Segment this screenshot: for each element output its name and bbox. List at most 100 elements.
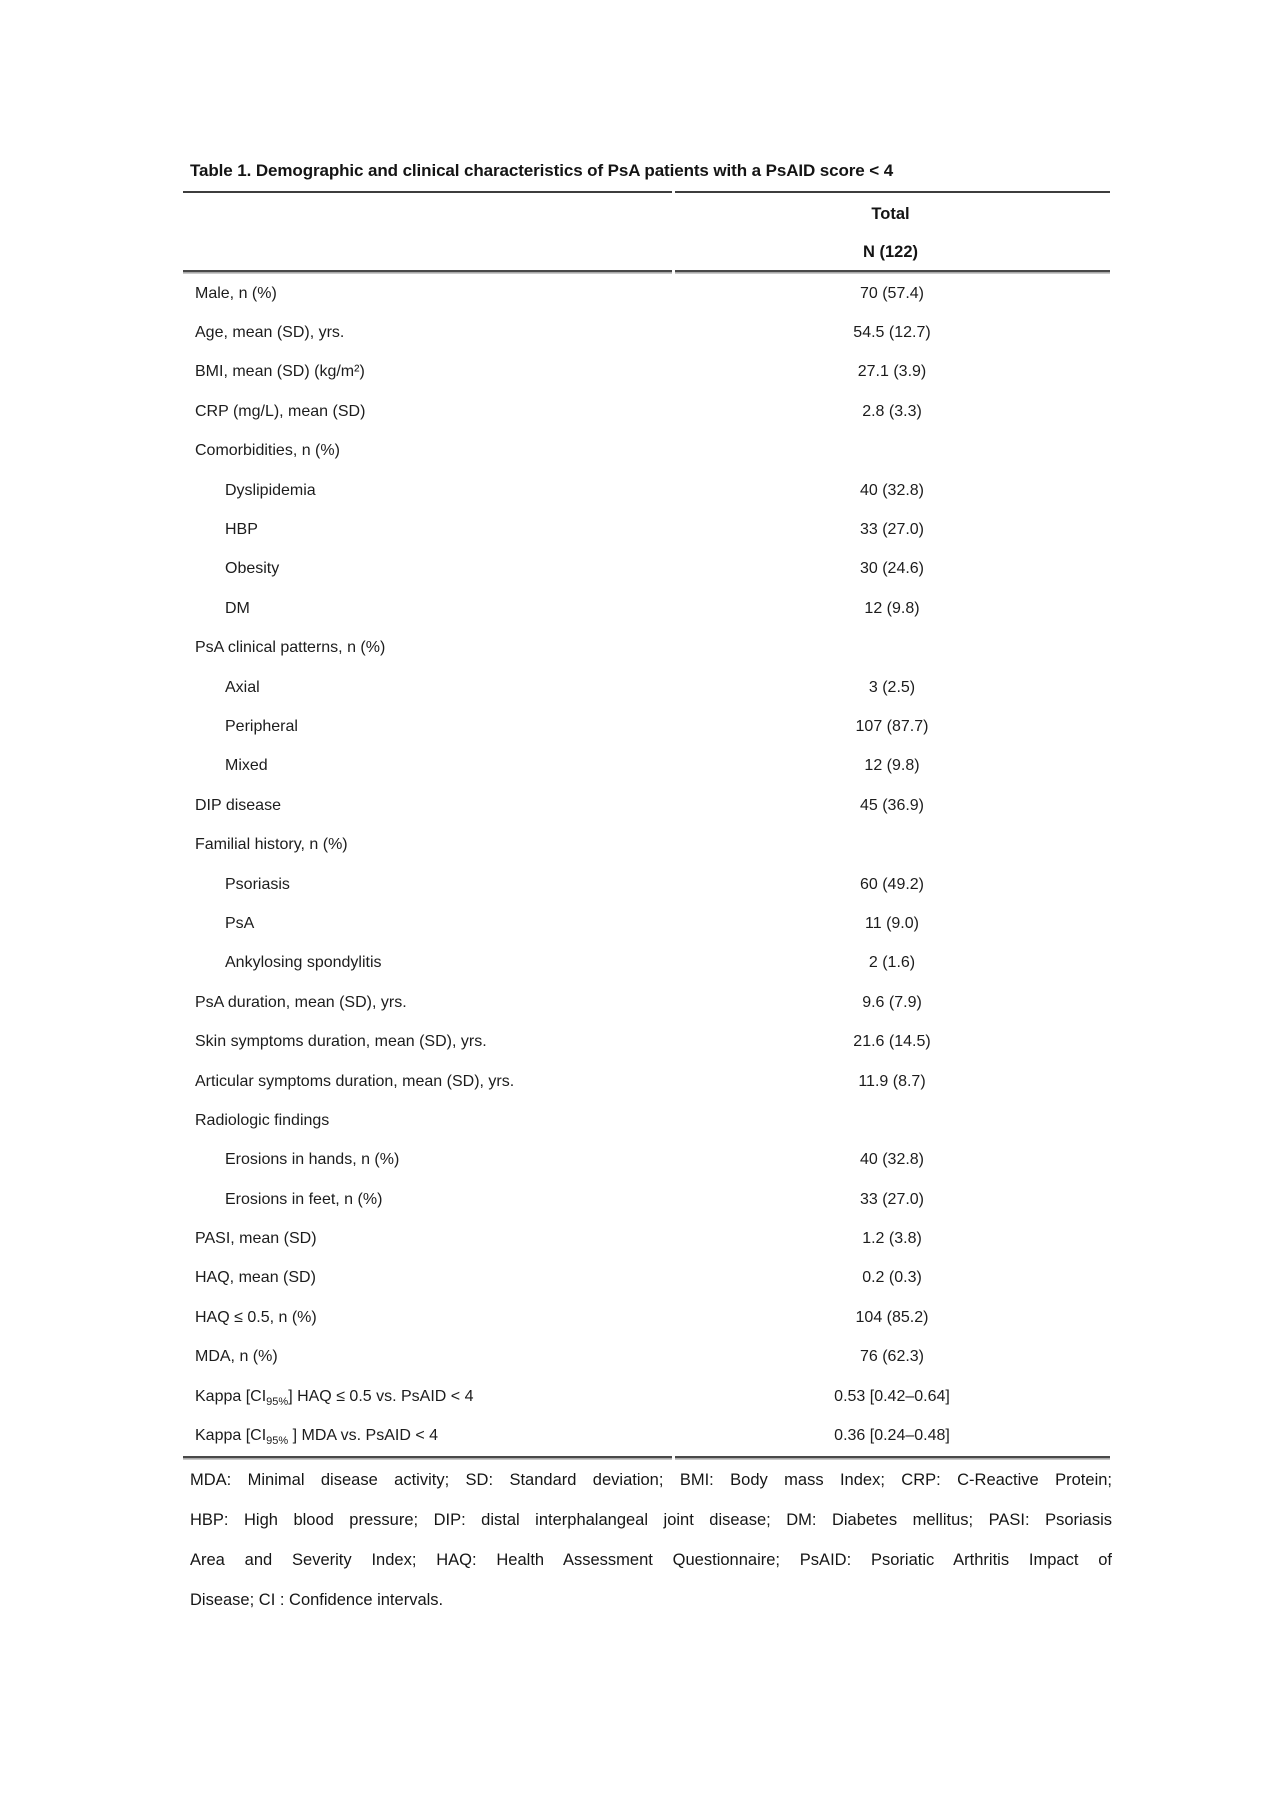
table-row: CRP (mg/L), mean (SD) 2.8 (3.3) <box>183 392 1110 431</box>
table-row: PASI, mean (SD) 1.2 (3.8) <box>183 1219 1110 1258</box>
table-header: Total N (122) <box>183 193 1110 270</box>
table-bottom-rule <box>183 1454 1110 1465</box>
table-row: DM 12 (9.8) <box>183 589 1110 628</box>
row-value: 2 (1.6) <box>868 954 916 972</box>
row-value: 45 (36.9) <box>859 796 925 814</box>
row-label: Skin symptoms duration, mean (SD), yrs. <box>195 1033 487 1051</box>
table-row: PsA 11 (9.0) <box>183 904 1110 943</box>
row-value: 21.6 (14.5) <box>853 1033 931 1051</box>
row-label: HAQ, mean (SD) <box>195 1269 316 1287</box>
row-value: 33 (27.0) <box>859 1190 925 1208</box>
row-value: 107 (87.7) <box>855 717 929 735</box>
row-label: Familial history, n (%) <box>195 836 348 854</box>
row-label: CRP (mg/L), mean (SD) <box>195 402 366 420</box>
footnote-line: HBP: High blood pressure; DIP: distal in… <box>190 1511 1112 1529</box>
row-value: 30 (24.6) <box>859 560 925 578</box>
table-row: HAQ, mean (SD) 0.2 (0.3) <box>183 1259 1110 1298</box>
row-value: 60 (49.2) <box>859 875 925 893</box>
column-divider-gap <box>672 188 675 198</box>
table-row: Familial history, n (%) <box>183 825 1110 864</box>
table-row: Radiologic findings <box>183 1101 1110 1140</box>
table-row: Male, n (%) 70 (57.4) <box>183 274 1110 313</box>
row-value: 76 (62.3) <box>859 1348 925 1366</box>
row-label: PASI, mean (SD) <box>195 1230 317 1248</box>
row-value: 40 (32.8) <box>859 481 925 499</box>
row-label: Radiologic findings <box>195 1111 330 1129</box>
row-label: Obesity <box>225 560 280 578</box>
row-label: HBP <box>225 521 258 539</box>
table-row: Peripheral 107 (87.7) <box>183 707 1110 746</box>
row-value: 3 (2.5) <box>868 678 916 696</box>
footnote-line: Area and Severity Index; HAQ: Health Ass… <box>190 1551 1112 1569</box>
row-value: 54.5 (12.7) <box>853 324 931 342</box>
table-row: Axial 3 (2.5) <box>183 668 1110 707</box>
row-label: Kappa [CI95%] HAQ ≤ 0.5 vs. PsAID < 4 <box>195 1387 474 1408</box>
table-row: PsA duration, mean (SD), yrs. 9.6 (7.9) <box>183 983 1110 1022</box>
row-value: 2.8 (3.3) <box>862 402 922 420</box>
table-row: Obesity 30 (24.6) <box>183 550 1110 589</box>
table-row: Dyslipidemia 40 (32.8) <box>183 471 1110 510</box>
table-row: Ankylosing spondylitis 2 (1.6) <box>183 944 1110 983</box>
row-label: Psoriasis <box>225 875 290 893</box>
table-row: Erosions in hands, n (%) 40 (32.8) <box>183 1141 1110 1180</box>
row-label: DIP disease <box>195 796 281 814</box>
ci-95-subscript: 95% <box>266 1395 289 1408</box>
table-title: Table 1. Demographic and clinical charac… <box>190 161 894 180</box>
table-row: Kappa [CI95% ] MDA vs. PsAID < 4 0.36 [0.… <box>183 1416 1110 1455</box>
row-label: PsA <box>225 914 255 932</box>
row-value: 33 (27.0) <box>859 521 925 539</box>
row-label: MDA, n (%) <box>195 1348 278 1366</box>
row-value: 12 (9.8) <box>864 599 920 617</box>
header-n-label: N (122) <box>862 243 919 261</box>
table-row: BMI, mean (SD) (kg/m²) 27.1 (3.9) <box>183 353 1110 392</box>
row-label: DM <box>225 599 250 617</box>
row-value: 27.1 (3.9) <box>857 363 927 381</box>
table-row: PsA clinical patterns, n (%) <box>183 629 1110 668</box>
row-label: Comorbidities, n (%) <box>195 442 340 460</box>
row-value: 11 (9.0) <box>865 914 919 932</box>
row-label: Age, mean (SD), yrs. <box>195 324 345 342</box>
table-1: Total N (122) Male, n (%) 70 (57.4) Age, m… <box>183 188 1110 1465</box>
row-value: 9.6 (7.9) <box>862 993 922 1011</box>
ci-95-subscript: 95% <box>266 1435 289 1448</box>
row-label: Peripheral <box>225 717 298 735</box>
footnote-line: MDA: Minimal disease activity; SD: Stand… <box>190 1471 1112 1489</box>
row-label: Ankylosing spondylitis <box>225 954 382 972</box>
row-label: BMI, mean (SD) (kg/m²) <box>195 363 365 381</box>
row-value: 0.2 (0.3) <box>862 1269 922 1287</box>
table-row: Mixed 12 (9.8) <box>183 747 1110 786</box>
table-row: Articular symptoms duration, mean (SD), … <box>183 1062 1110 1101</box>
table-row: DIP disease 45 (36.9) <box>183 786 1110 825</box>
row-value: 104 (85.2) <box>855 1308 929 1326</box>
row-value: 12 (9.8) <box>864 757 920 775</box>
row-label: Mixed <box>225 757 268 775</box>
header-total-label: Total <box>871 205 910 223</box>
row-value: 11.9 (8.7) <box>858 1072 926 1090</box>
table-row: Kappa [CI95%] HAQ ≤ 0.5 vs. PsAID < 4 0.5… <box>183 1377 1110 1416</box>
row-value: 70 (57.4) <box>859 284 925 302</box>
row-label: Axial <box>225 678 260 696</box>
row-label: Articular symptoms duration, mean (SD), … <box>195 1072 515 1090</box>
row-value: 0.53 [0.42–0.64] <box>834 1387 950 1405</box>
table-row: Skin symptoms duration, mean (SD), yrs. 2… <box>183 1022 1110 1061</box>
row-label: Erosions in hands, n (%) <box>225 1151 400 1169</box>
row-value: 40 (32.8) <box>859 1151 925 1169</box>
row-value: 1.2 (3.8) <box>862 1230 922 1248</box>
row-label: Erosions in feet, n (%) <box>225 1190 383 1208</box>
row-label: HAQ ≤ 0.5, n (%) <box>195 1308 317 1326</box>
column-divider-gap <box>672 269 675 279</box>
table-body: Male, n (%) 70 (57.4) Age, mean (SD), yrs.… <box>183 274 1110 1456</box>
row-label: Kappa [CI95% ] MDA vs. PsAID < 4 <box>195 1427 439 1448</box>
table-row: Psoriasis 60 (49.2) <box>183 865 1110 904</box>
table-row: MDA, n (%) 76 (62.3) <box>183 1338 1110 1377</box>
table-footnote: MDA: Minimal disease activity; SD: Stand… <box>190 1460 1112 1620</box>
footnote-line: Disease; CI : Confidence intervals. <box>190 1591 444 1609</box>
row-label: Male, n (%) <box>195 284 277 302</box>
column-divider-gap <box>672 1454 675 1465</box>
row-label: PsA duration, mean (SD), yrs. <box>195 993 407 1011</box>
table-row: HBP 33 (27.0) <box>183 510 1110 549</box>
table-row: Age, mean (SD), yrs. 54.5 (12.7) <box>183 313 1110 352</box>
table-row: Erosions in feet, n (%) 33 (27.0) <box>183 1180 1110 1219</box>
table-row: HAQ ≤ 0.5, n (%) 104 (85.2) <box>183 1298 1110 1337</box>
